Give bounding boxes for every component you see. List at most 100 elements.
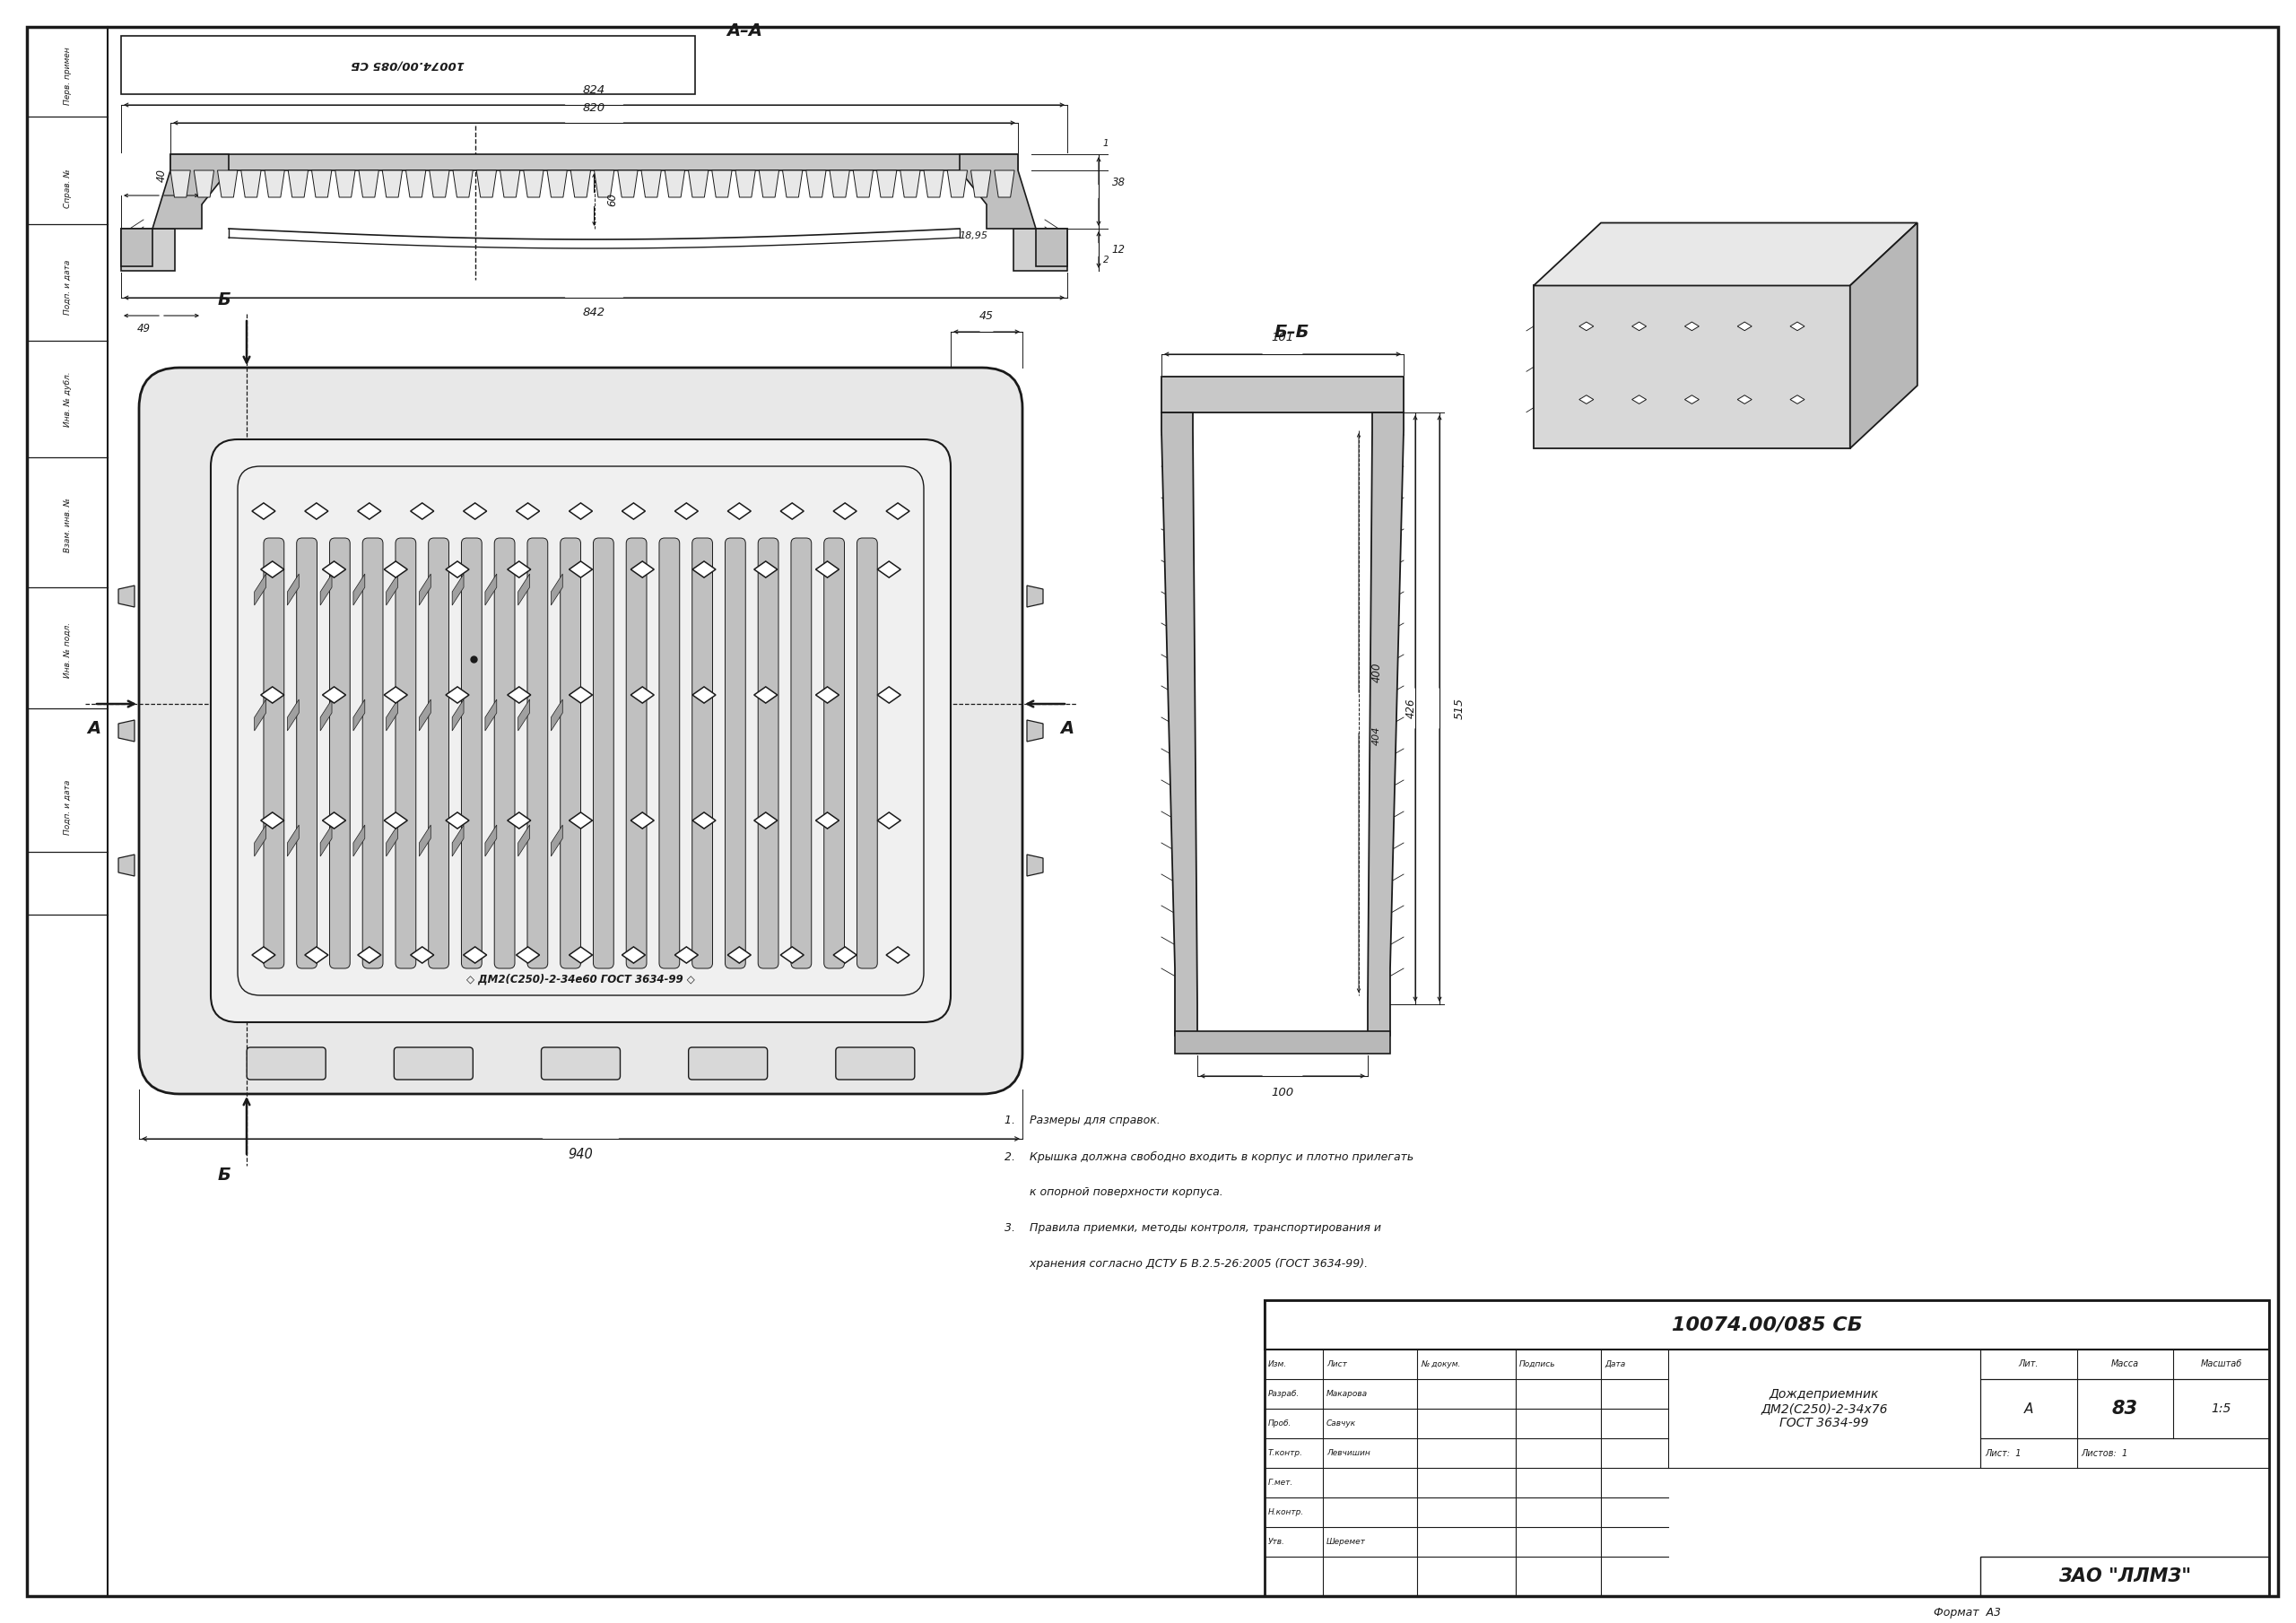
Polygon shape [641, 170, 661, 198]
Polygon shape [622, 946, 645, 962]
Polygon shape [452, 700, 464, 730]
Text: 400: 400 [1371, 662, 1382, 683]
FancyBboxPatch shape [363, 537, 383, 969]
Polygon shape [854, 170, 872, 198]
Polygon shape [886, 503, 909, 519]
Polygon shape [753, 562, 778, 578]
Polygon shape [900, 170, 921, 198]
Text: хранения согласно ДСТУ Б В.2.5-26:2005 (ГОСТ 3634-99).: хранения согласно ДСТУ Б В.2.5-26:2005 (… [1006, 1258, 1368, 1271]
Text: 18,95: 18,95 [960, 232, 987, 240]
Text: А: А [1061, 721, 1075, 737]
Text: 60: 60 [606, 193, 618, 206]
Text: Разраб.: Разраб. [1267, 1389, 1300, 1397]
Polygon shape [335, 170, 356, 198]
Text: Левчишин: Левчишин [1327, 1449, 1371, 1457]
Polygon shape [253, 503, 276, 519]
Polygon shape [753, 687, 778, 703]
Polygon shape [519, 824, 530, 857]
Text: ◇ ДМ2(С250)-2-34е60 ГОСТ 3634-99 ◇: ◇ ДМ2(С250)-2-34е60 ГОСТ 3634-99 ◇ [466, 974, 696, 985]
FancyBboxPatch shape [792, 537, 810, 969]
Polygon shape [783, 170, 804, 198]
Polygon shape [569, 946, 592, 962]
Polygon shape [241, 170, 262, 198]
Text: 824: 824 [583, 84, 606, 96]
Bar [1981, 1438, 2268, 1467]
Polygon shape [507, 812, 530, 829]
Polygon shape [255, 824, 266, 857]
Text: Масштаб: Масштаб [2200, 1360, 2241, 1368]
Text: 10074.00/085 СБ: 10074.00/085 СБ [1671, 1316, 1862, 1334]
Polygon shape [631, 687, 654, 703]
Polygon shape [255, 575, 266, 605]
Text: Т.контр.: Т.контр. [1267, 1449, 1304, 1457]
Polygon shape [321, 562, 347, 578]
Polygon shape [383, 562, 406, 578]
Polygon shape [478, 170, 496, 198]
Text: 101: 101 [1272, 333, 1295, 344]
Polygon shape [631, 812, 654, 829]
FancyBboxPatch shape [691, 537, 712, 969]
Polygon shape [119, 586, 135, 607]
Polygon shape [1685, 321, 1699, 331]
Polygon shape [386, 575, 397, 605]
Polygon shape [517, 946, 540, 962]
Polygon shape [321, 824, 333, 857]
Polygon shape [595, 170, 615, 198]
Polygon shape [253, 946, 276, 962]
Text: 83: 83 [2112, 1399, 2138, 1417]
Polygon shape [675, 946, 698, 962]
Text: 45: 45 [980, 310, 994, 321]
Polygon shape [383, 812, 406, 829]
Text: 38: 38 [1111, 177, 1125, 188]
Polygon shape [829, 170, 850, 198]
FancyBboxPatch shape [211, 440, 951, 1022]
Polygon shape [693, 562, 716, 578]
Polygon shape [551, 575, 563, 605]
FancyBboxPatch shape [726, 537, 746, 969]
Polygon shape [445, 812, 468, 829]
Bar [1176, 1031, 1389, 1053]
FancyBboxPatch shape [758, 537, 778, 969]
Polygon shape [1026, 721, 1042, 742]
Polygon shape [354, 700, 365, 730]
Text: Лит.: Лит. [2018, 1360, 2039, 1368]
Polygon shape [287, 170, 308, 198]
Polygon shape [781, 946, 804, 962]
Polygon shape [429, 170, 450, 198]
Polygon shape [484, 824, 496, 857]
Text: 1:5: 1:5 [2211, 1402, 2232, 1415]
Bar [1265, 1300, 2268, 1349]
Polygon shape [631, 562, 654, 578]
Text: Перв. примен: Перв. примен [64, 47, 71, 105]
Polygon shape [1851, 222, 1917, 448]
Text: 2.    Крышка должна свободно входить в корпус и плотно прилегать: 2. Крышка должна свободно входить в корп… [1006, 1151, 1414, 1162]
Polygon shape [358, 170, 379, 198]
Polygon shape [452, 575, 464, 605]
Text: Инв. № подл.: Инв. № подл. [64, 622, 71, 678]
FancyBboxPatch shape [824, 537, 845, 969]
Polygon shape [312, 170, 331, 198]
Polygon shape [728, 503, 751, 519]
Polygon shape [193, 170, 214, 198]
Polygon shape [287, 700, 298, 730]
Polygon shape [1580, 321, 1593, 331]
Polygon shape [735, 170, 755, 198]
FancyBboxPatch shape [836, 1047, 914, 1079]
Polygon shape [464, 946, 487, 962]
Bar [122, 229, 174, 271]
Bar [170, 154, 1017, 170]
Text: Савчук: Савчук [1327, 1420, 1357, 1428]
Polygon shape [420, 700, 432, 730]
Text: Г.мет.: Г.мет. [1267, 1479, 1293, 1487]
Polygon shape [1580, 396, 1593, 404]
Text: 49: 49 [138, 323, 149, 334]
Polygon shape [321, 700, 333, 730]
Polygon shape [262, 562, 285, 578]
Polygon shape [806, 170, 827, 198]
Polygon shape [354, 824, 365, 857]
Polygon shape [517, 503, 540, 519]
Polygon shape [264, 170, 285, 198]
Polygon shape [693, 812, 716, 829]
Polygon shape [305, 503, 328, 519]
Polygon shape [354, 575, 365, 605]
